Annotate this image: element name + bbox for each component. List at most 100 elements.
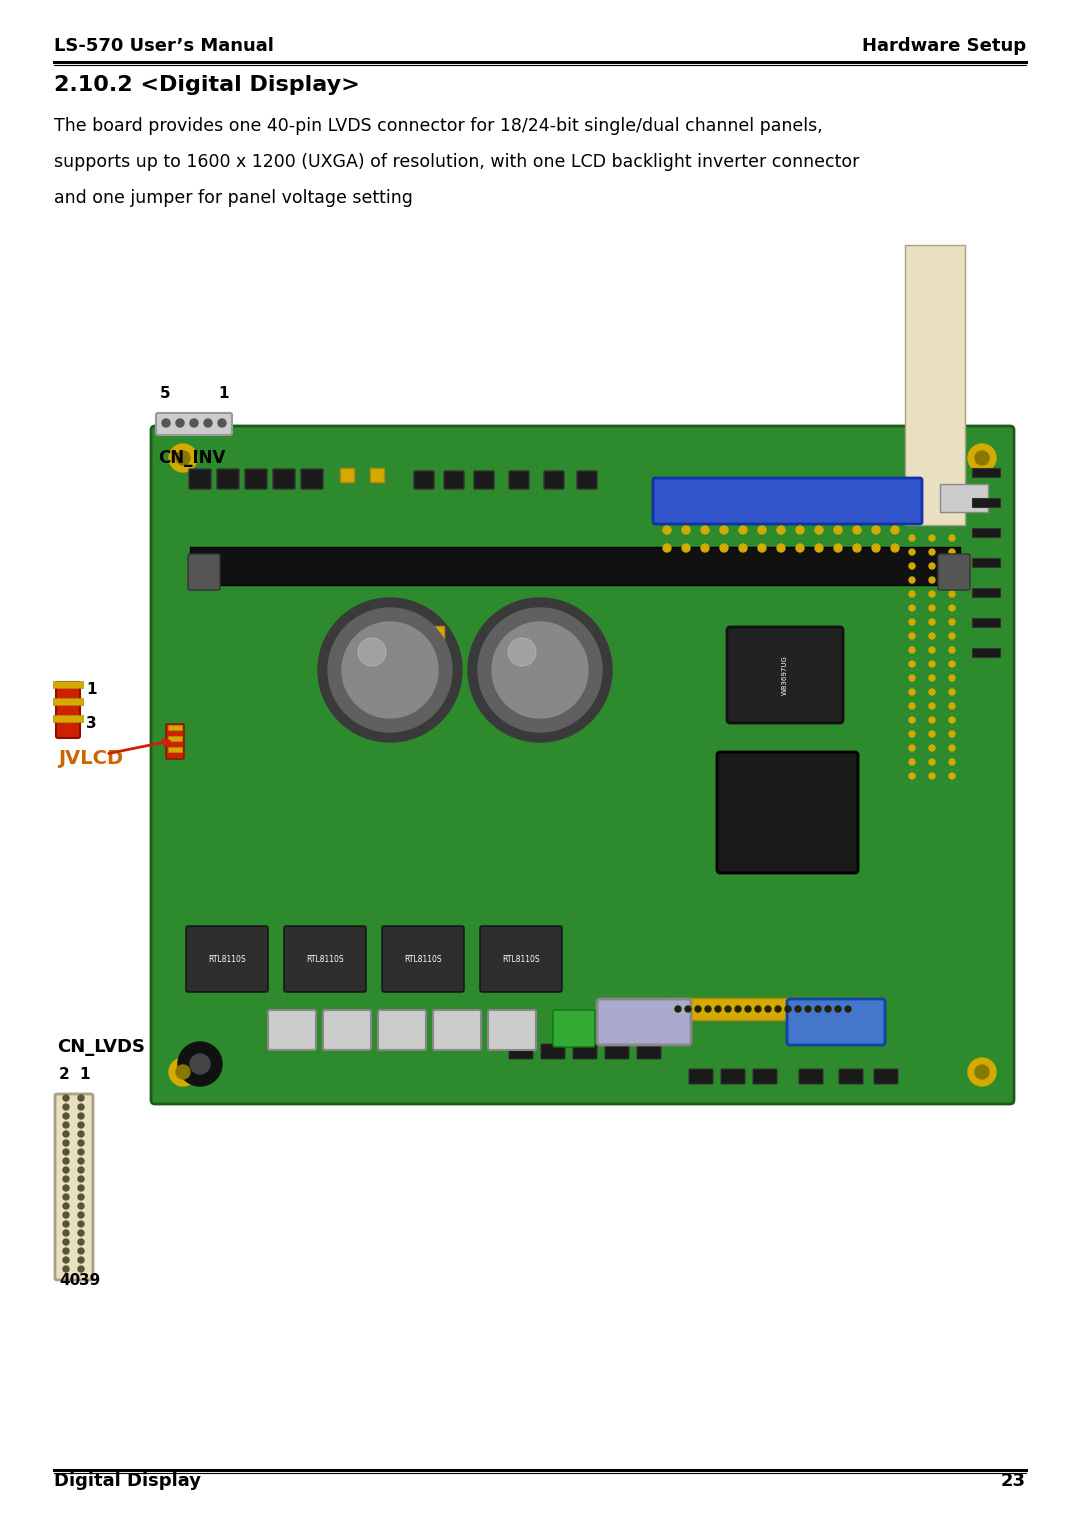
Circle shape	[815, 1006, 821, 1012]
Text: JVLCD: JVLCD	[58, 749, 123, 768]
Circle shape	[63, 1122, 69, 1128]
Circle shape	[909, 619, 915, 625]
FancyBboxPatch shape	[433, 1011, 481, 1050]
Circle shape	[968, 443, 996, 472]
Circle shape	[508, 638, 536, 667]
Bar	[168, 748, 183, 752]
Circle shape	[63, 1167, 69, 1173]
Circle shape	[949, 758, 955, 764]
Circle shape	[949, 592, 955, 596]
Bar	[168, 725, 183, 729]
Circle shape	[162, 419, 170, 427]
Circle shape	[929, 774, 935, 778]
Circle shape	[739, 544, 747, 552]
FancyBboxPatch shape	[972, 589, 1000, 596]
Circle shape	[178, 1041, 222, 1086]
Text: Hardware Setup: Hardware Setup	[862, 37, 1026, 55]
FancyBboxPatch shape	[541, 1044, 565, 1060]
Circle shape	[805, 1006, 811, 1012]
Circle shape	[775, 1006, 781, 1012]
Circle shape	[949, 535, 955, 541]
Text: W83697UG: W83697UG	[782, 654, 788, 696]
Circle shape	[949, 745, 955, 751]
Text: LS-570 User’s Manual: LS-570 User’s Manual	[54, 37, 274, 55]
Circle shape	[929, 717, 935, 723]
Circle shape	[78, 1131, 84, 1138]
FancyBboxPatch shape	[509, 1044, 534, 1060]
Circle shape	[78, 1141, 84, 1147]
Circle shape	[63, 1238, 69, 1245]
FancyBboxPatch shape	[509, 471, 529, 489]
FancyBboxPatch shape	[972, 528, 1000, 537]
Text: CN_INV: CN_INV	[158, 450, 226, 466]
FancyBboxPatch shape	[605, 1044, 629, 1060]
FancyBboxPatch shape	[166, 725, 184, 758]
Circle shape	[795, 1006, 801, 1012]
Circle shape	[745, 1006, 751, 1012]
Circle shape	[949, 619, 955, 625]
Circle shape	[739, 526, 747, 534]
Circle shape	[909, 745, 915, 751]
Circle shape	[909, 674, 915, 680]
Circle shape	[735, 1006, 741, 1012]
Circle shape	[929, 690, 935, 696]
Circle shape	[929, 647, 935, 653]
FancyBboxPatch shape	[577, 471, 597, 489]
Circle shape	[909, 717, 915, 723]
FancyBboxPatch shape	[186, 927, 268, 992]
Circle shape	[949, 690, 955, 696]
Circle shape	[949, 549, 955, 555]
Circle shape	[78, 1203, 84, 1209]
Circle shape	[78, 1185, 84, 1191]
Circle shape	[190, 1053, 210, 1073]
Circle shape	[218, 419, 226, 427]
Circle shape	[949, 774, 955, 778]
Text: RTL8110S: RTL8110S	[404, 954, 442, 963]
Circle shape	[845, 1006, 851, 1012]
Text: The board provides one 40-pin LVDS connector for 18/24-bit single/dual channel p: The board provides one 40-pin LVDS conne…	[54, 118, 823, 135]
Circle shape	[949, 647, 955, 653]
Circle shape	[909, 549, 915, 555]
Circle shape	[63, 1222, 69, 1226]
Circle shape	[853, 544, 861, 552]
Circle shape	[78, 1222, 84, 1226]
Circle shape	[357, 638, 386, 667]
FancyBboxPatch shape	[721, 1069, 745, 1084]
Circle shape	[975, 1066, 989, 1079]
Circle shape	[929, 633, 935, 639]
FancyBboxPatch shape	[474, 471, 494, 489]
Circle shape	[176, 419, 184, 427]
Circle shape	[929, 661, 935, 667]
FancyBboxPatch shape	[151, 427, 1014, 1104]
Circle shape	[929, 703, 935, 709]
Text: supports up to 1600 x 1200 (UXGA) of resolution, with one LCD backlight inverter: supports up to 1600 x 1200 (UXGA) of res…	[54, 153, 860, 171]
Bar	[340, 468, 354, 482]
FancyBboxPatch shape	[414, 471, 434, 489]
Circle shape	[701, 526, 708, 534]
Text: CN_LVDS: CN_LVDS	[57, 1038, 145, 1057]
Text: RTL8110S: RTL8110S	[502, 954, 540, 963]
FancyBboxPatch shape	[56, 682, 80, 739]
FancyBboxPatch shape	[323, 1011, 372, 1050]
Circle shape	[975, 451, 989, 465]
Bar	[53, 716, 83, 722]
FancyBboxPatch shape	[637, 1044, 661, 1060]
Circle shape	[204, 419, 212, 427]
Circle shape	[929, 592, 935, 596]
Circle shape	[78, 1194, 84, 1200]
Circle shape	[909, 576, 915, 583]
Circle shape	[909, 661, 915, 667]
Bar	[53, 680, 83, 688]
Circle shape	[929, 605, 935, 612]
Circle shape	[949, 576, 955, 583]
FancyBboxPatch shape	[217, 469, 239, 489]
Circle shape	[949, 703, 955, 709]
Text: RTL8110S: RTL8110S	[208, 954, 246, 963]
Circle shape	[78, 1176, 84, 1182]
FancyBboxPatch shape	[301, 469, 323, 489]
FancyBboxPatch shape	[378, 1011, 426, 1050]
Circle shape	[968, 1058, 996, 1086]
Circle shape	[63, 1095, 69, 1101]
Circle shape	[63, 1104, 69, 1110]
FancyBboxPatch shape	[444, 471, 464, 489]
